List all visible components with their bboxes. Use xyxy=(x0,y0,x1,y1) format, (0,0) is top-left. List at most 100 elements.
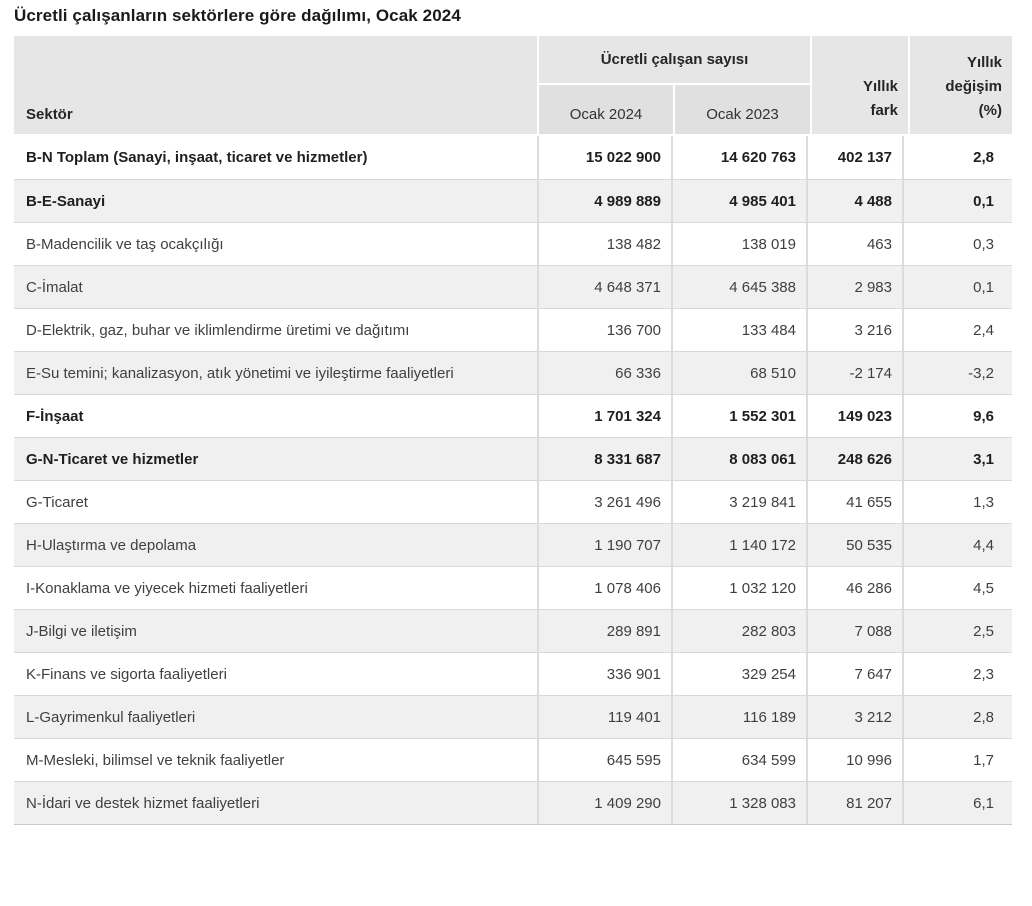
annual-change-percent-value-cell: 2,4 xyxy=(902,309,1004,351)
ocak-2023-value-cell: 634 599 xyxy=(671,739,806,781)
sector-name-cell: B-Madencilik ve taş ocakçılığı xyxy=(26,235,224,253)
table-row: G-Ticaret 3 261 496 3 219 841 41 655 1,3 xyxy=(14,480,1012,523)
ocak-2024-value-cell: 3 261 496 xyxy=(537,481,671,523)
annual-change-percent-value-cell: 2,5 xyxy=(902,610,1004,652)
ocak-2023-value-cell: 4 985 401 xyxy=(671,180,806,222)
table-row: D-Elektrik, gaz, buhar ve iklimlendirme … xyxy=(14,308,1012,351)
ocak-2023-value-cell: 282 803 xyxy=(671,610,806,652)
table-row: J-Bilgi ve iletişim 289 891 282 803 7 08… xyxy=(14,609,1012,652)
table-row: F-İnşaat 1 701 324 1 552 301 149 023 9,6 xyxy=(14,394,1012,437)
header-ocak-2024-label: Ocak 2024 xyxy=(569,106,643,123)
sector-name-cell: E-Su temini; kanalizasyon, atık yönetimi… xyxy=(26,364,454,382)
header-annual-change-percent-label: Yıllık değişim (%) xyxy=(945,54,1002,119)
annual-change-percent-value-cell: 2,8 xyxy=(902,696,1004,738)
table-row: B-E-Sanayi 4 989 889 4 985 401 4 488 0,1 xyxy=(14,179,1012,222)
header-paid-employee-count-group: Ücretli çalışan sayısı xyxy=(539,36,810,83)
table-row: B-N Toplam (Sanayi, inşaat, ticaret ve h… xyxy=(14,136,1012,179)
ocak-2024-value-cell: 138 482 xyxy=(537,223,671,265)
sector-name-cell: M-Mesleki, bilimsel ve teknik faaliyetle… xyxy=(26,751,285,769)
ocak-2024-value-cell: 645 595 xyxy=(537,739,671,781)
annual-difference-value-cell: 463 xyxy=(806,223,902,265)
ocak-2024-value-cell: 4 989 889 xyxy=(537,180,671,222)
ocak-2024-value-cell: 4 648 371 xyxy=(537,266,671,308)
ocak-2023-value-cell: 1 328 083 xyxy=(671,782,806,824)
table-row: C-İmalat 4 648 371 4 645 388 2 983 0,1 xyxy=(14,265,1012,308)
ocak-2023-value-cell: 133 484 xyxy=(671,309,806,351)
annual-difference-value-cell: 4 488 xyxy=(806,180,902,222)
annual-change-percent-value-cell: 6,1 xyxy=(902,782,1004,824)
sector-distribution-table: Sektör Ücretli çalışan sayısı Ocak 2024 … xyxy=(14,36,1012,825)
ocak-2024-value-cell: 66 336 xyxy=(537,352,671,394)
ocak-2023-value-cell: 1 552 301 xyxy=(671,395,806,437)
annual-change-percent-value-cell: 1,3 xyxy=(902,481,1004,523)
header-ocak-2024: Ocak 2024 xyxy=(539,85,673,134)
annual-change-percent-value-cell: 2,3 xyxy=(902,653,1004,695)
header-sector-label: Sektör xyxy=(26,106,73,123)
annual-difference-value-cell: 46 286 xyxy=(806,567,902,609)
sector-name-cell: L-Gayrimenkul faaliyetleri xyxy=(26,708,196,726)
sector-name-cell: G-Ticaret xyxy=(26,493,88,511)
page-title: Ücretli çalışanların sektörlere göre dağ… xyxy=(14,6,461,25)
sector-name-cell: B-E-Sanayi xyxy=(26,192,106,210)
ocak-2024-value-cell: 136 700 xyxy=(537,309,671,351)
table-row: M-Mesleki, bilimsel ve teknik faaliyetle… xyxy=(14,738,1012,781)
sector-name-cell: H-Ulaştırma ve depolama xyxy=(26,536,197,554)
annual-difference-value-cell: 41 655 xyxy=(806,481,902,523)
ocak-2024-value-cell: 15 022 900 xyxy=(537,136,671,179)
ocak-2023-value-cell: 3 219 841 xyxy=(671,481,806,523)
ocak-2024-value-cell: 1 078 406 xyxy=(537,567,671,609)
annual-change-percent-value-cell: 3,1 xyxy=(902,438,1004,480)
ocak-2024-value-cell: 289 891 xyxy=(537,610,671,652)
table-row: L-Gayrimenkul faaliyetleri 119 401 116 1… xyxy=(14,695,1012,738)
annual-change-percent-value-cell: 9,6 xyxy=(902,395,1004,437)
annual-change-percent-value-cell: 2,8 xyxy=(902,136,1004,179)
annual-change-percent-value-cell: 0,3 xyxy=(902,223,1004,265)
header-ocak-2023-label: Ocak 2023 xyxy=(706,106,779,123)
table-header: Sektör Ücretli çalışan sayısı Ocak 2024 … xyxy=(14,36,1012,134)
annual-difference-value-cell: 149 023 xyxy=(806,395,902,437)
sector-name-cell: B-N Toplam (Sanayi, inşaat, ticaret ve h… xyxy=(26,149,368,166)
sector-name-cell: J-Bilgi ve iletişim xyxy=(26,622,137,640)
annual-difference-value-cell: 3 212 xyxy=(806,696,902,738)
header-ocak-2023: Ocak 2023 xyxy=(675,85,810,134)
header-sector: Sektör xyxy=(14,36,537,134)
ocak-2024-value-cell: 8 331 687 xyxy=(537,438,671,480)
ocak-2024-value-cell: 1 701 324 xyxy=(537,395,671,437)
table-row: G-N-Ticaret ve hizmetler 8 331 687 8 083… xyxy=(14,437,1012,480)
annual-difference-value-cell: 7 088 xyxy=(806,610,902,652)
ocak-2023-value-cell: 329 254 xyxy=(671,653,806,695)
ocak-2024-value-cell: 1 190 707 xyxy=(537,524,671,566)
annual-difference-value-cell: 50 535 xyxy=(806,524,902,566)
ocak-2023-value-cell: 116 189 xyxy=(671,696,806,738)
ocak-2023-value-cell: 1 032 120 xyxy=(671,567,806,609)
table-row: I-Konaklama ve yiyecek hizmeti faaliyetl… xyxy=(14,566,1012,609)
sector-name-cell: N-İdari ve destek hizmet faaliyetleri xyxy=(26,794,260,812)
annual-difference-value-cell: 10 996 xyxy=(806,739,902,781)
header-annual-difference-label: Yıllık fark xyxy=(862,78,898,119)
table-row: B-Madencilik ve taş ocakçılığı 138 482 1… xyxy=(14,222,1012,265)
sector-name-cell: G-N-Ticaret ve hizmetler xyxy=(26,450,199,468)
table-row: N-İdari ve destek hizmet faaliyetleri 1 … xyxy=(14,781,1012,824)
sector-name-cell: C-İmalat xyxy=(26,278,83,296)
annual-difference-value-cell: 248 626 xyxy=(806,438,902,480)
header-group-label: Ücretli çalışan sayısı xyxy=(600,51,749,68)
ocak-2023-value-cell: 8 083 061 xyxy=(671,438,806,480)
sector-name-cell: K-Finans ve sigorta faaliyetleri xyxy=(26,665,227,683)
ocak-2023-value-cell: 14 620 763 xyxy=(671,136,806,179)
annual-change-percent-value-cell: -3,2 xyxy=(902,352,1004,394)
ocak-2023-value-cell: 68 510 xyxy=(671,352,806,394)
annual-difference-value-cell: 81 207 xyxy=(806,782,902,824)
annual-difference-value-cell: 402 137 xyxy=(806,136,902,179)
annual-change-percent-value-cell: 4,5 xyxy=(902,567,1004,609)
sector-name-cell: D-Elektrik, gaz, buhar ve iklimlendirme … xyxy=(26,321,410,339)
ocak-2024-value-cell: 119 401 xyxy=(537,696,671,738)
table-row: E-Su temini; kanalizasyon, atık yönetimi… xyxy=(14,351,1012,394)
annual-difference-value-cell: -2 174 xyxy=(806,352,902,394)
table-body: B-N Toplam (Sanayi, inşaat, ticaret ve h… xyxy=(14,134,1012,825)
annual-difference-value-cell: 7 647 xyxy=(806,653,902,695)
header-annual-difference: Yıllık fark xyxy=(812,36,908,134)
table-row: K-Finans ve sigorta faaliyetleri 336 901… xyxy=(14,652,1012,695)
annual-change-percent-value-cell: 1,7 xyxy=(902,739,1004,781)
annual-change-percent-value-cell: 0,1 xyxy=(902,180,1004,222)
